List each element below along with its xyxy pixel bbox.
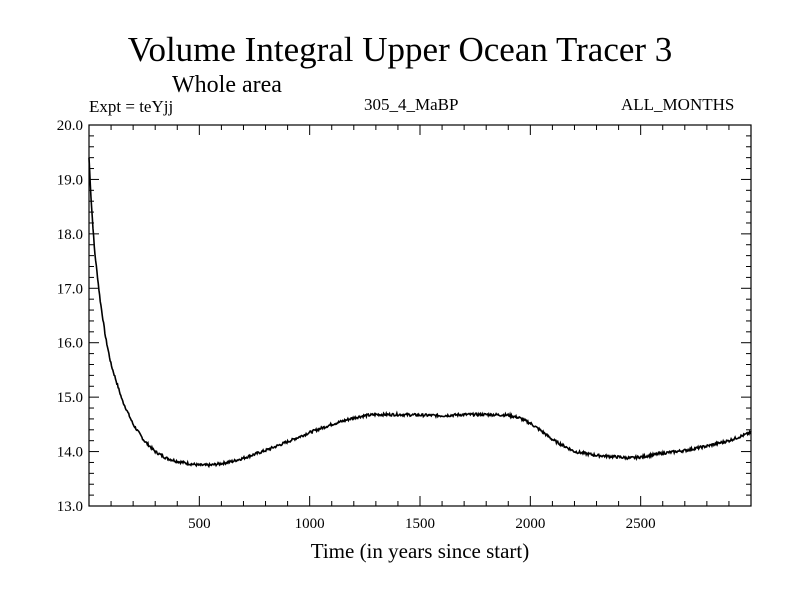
chart-title: Volume Integral Upper Ocean Tracer 3 xyxy=(127,30,673,69)
y-tick-label: 15.0 xyxy=(57,390,83,406)
y-tick-label: 20.0 xyxy=(57,118,83,134)
y-tick-label: 19.0 xyxy=(57,172,83,188)
months-label: ALL_MONTHS xyxy=(621,95,735,114)
x-tick-label: 500 xyxy=(188,516,211,532)
x-tick-label: 2000 xyxy=(515,516,545,532)
x-tick-label: 1000 xyxy=(295,516,325,532)
plot-frame xyxy=(88,124,752,507)
axis-ticks xyxy=(89,124,751,507)
run-label: 305_4_MaBP xyxy=(364,95,459,114)
chart-subtitle: Whole area xyxy=(172,72,282,98)
series-line xyxy=(88,157,752,469)
y-tick-label: 13.0 xyxy=(57,499,83,515)
y-tick-label: 14.0 xyxy=(57,445,83,461)
x-axis-label: Time (in years since start) xyxy=(311,539,530,563)
x-tick-label: 2500 xyxy=(626,516,656,532)
y-tick-label: 17.0 xyxy=(57,281,83,297)
experiment-label: Expt = teYjj xyxy=(89,97,174,116)
tick-labels: 500 1000 1500 2000 2500 13.0 14.0 15.0 16.0 17.0 1… xyxy=(57,118,656,532)
y-tick-label: 16.0 xyxy=(57,336,83,352)
x-tick-label: 1500 xyxy=(405,516,435,532)
y-tick-label: 18.0 xyxy=(57,227,83,243)
